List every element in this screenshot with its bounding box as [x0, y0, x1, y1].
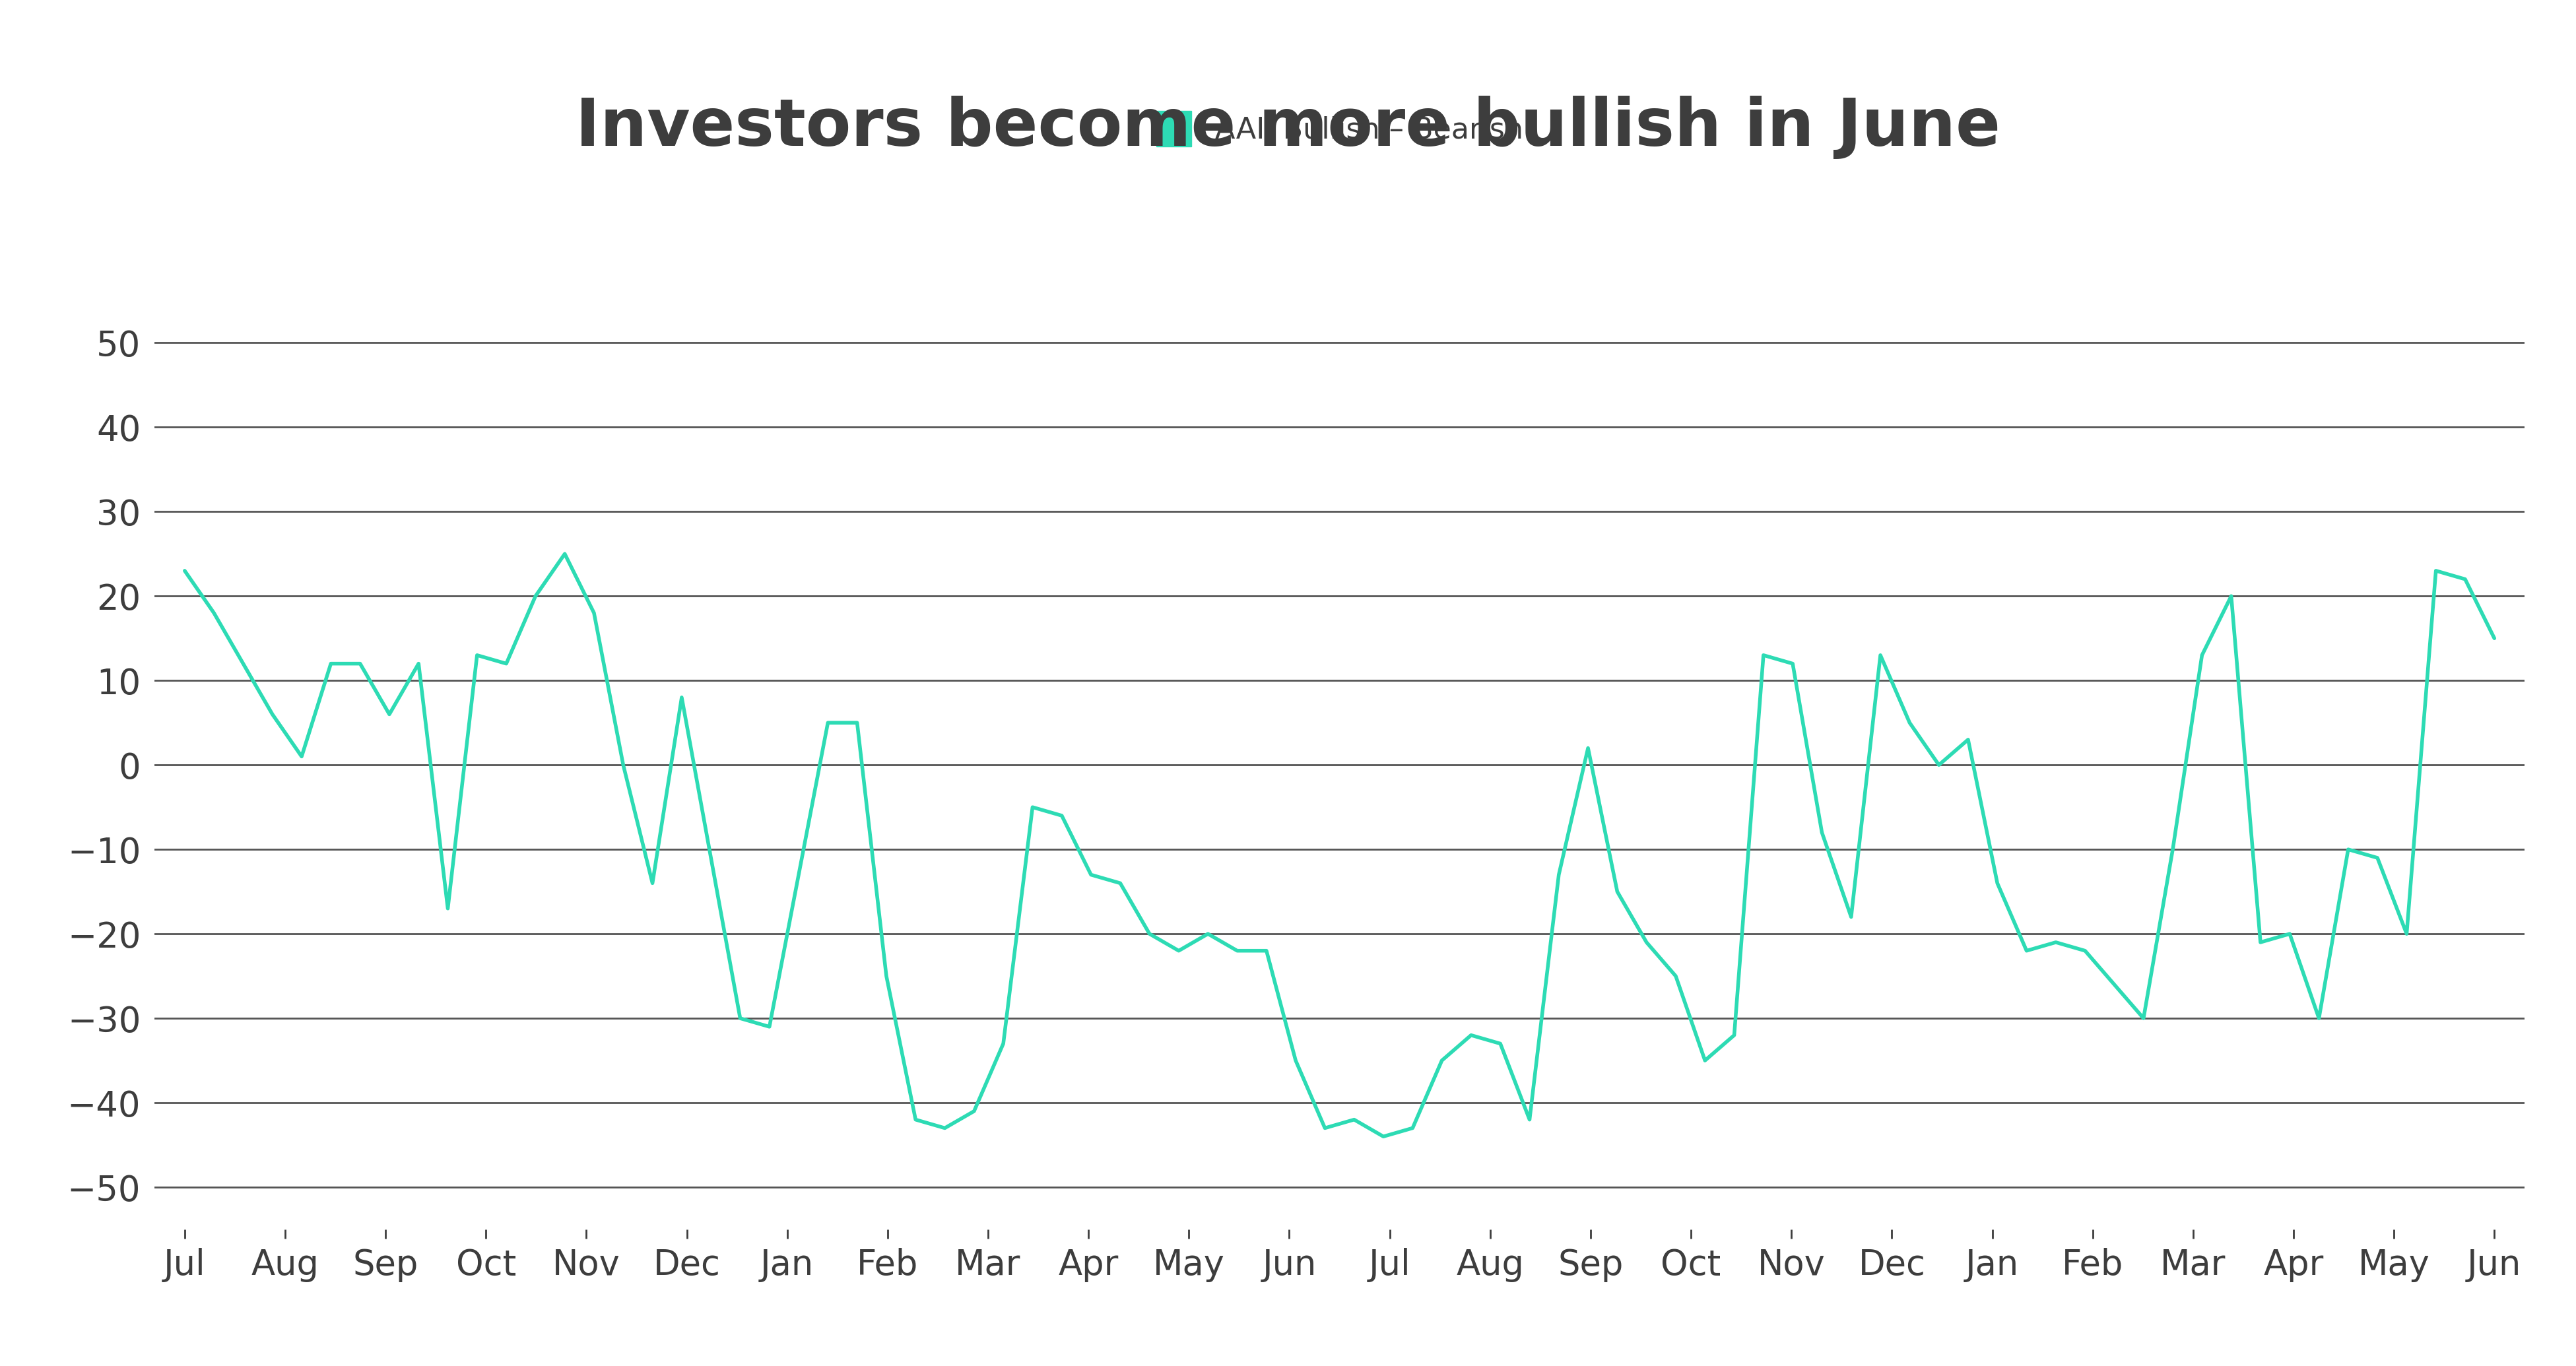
Legend: AAII Bullish – Bearish: AAII Bullish – Bearish: [1157, 111, 1522, 146]
Text: Investors become more bullish in June: Investors become more bullish in June: [574, 96, 2002, 160]
